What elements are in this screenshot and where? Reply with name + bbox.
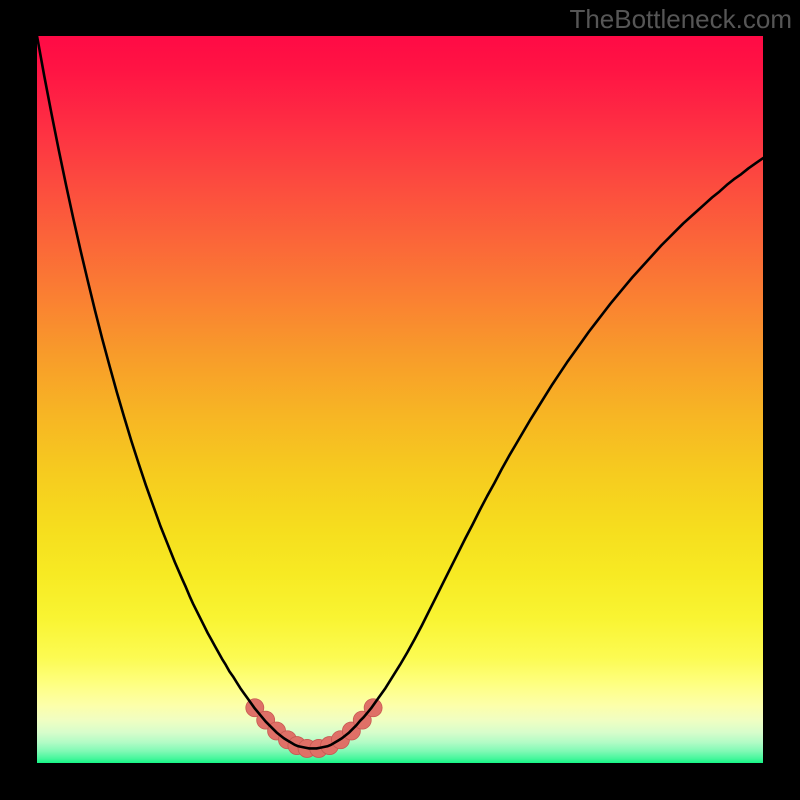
chart-frame: TheBottleneck.com <box>0 0 800 800</box>
plot-area <box>37 36 763 763</box>
gradient-background <box>37 36 763 763</box>
watermark-text: TheBottleneck.com <box>569 4 792 35</box>
